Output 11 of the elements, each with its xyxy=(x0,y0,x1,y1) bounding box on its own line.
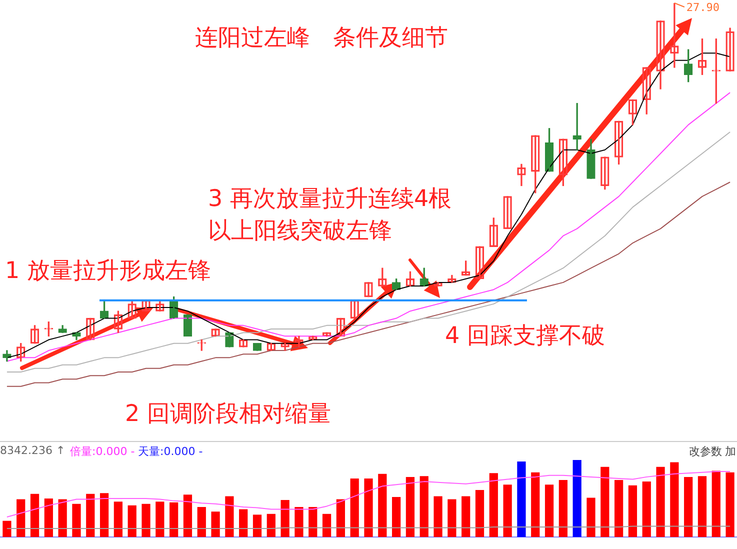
annotation: 27.90 xyxy=(686,0,720,14)
text: 连阳过左峰 条件及细节 xyxy=(195,25,448,51)
text: 改参数 xyxy=(689,445,722,458)
text: 倍量:0.000 - xyxy=(70,445,135,458)
text: 加 xyxy=(725,445,736,458)
annotation: 1 放量拉升形成左锋 xyxy=(5,258,211,284)
annotation: 4 回踩支撑不破 xyxy=(445,323,605,349)
annotation: 3 再次放量拉升连续4根以上阳线突破左锋 xyxy=(208,186,452,244)
text: 2 回调阶段相对缩量 xyxy=(125,401,331,427)
text: 8342.236 ↑ xyxy=(0,444,66,457)
text: 天量:0.000 - xyxy=(138,445,203,458)
